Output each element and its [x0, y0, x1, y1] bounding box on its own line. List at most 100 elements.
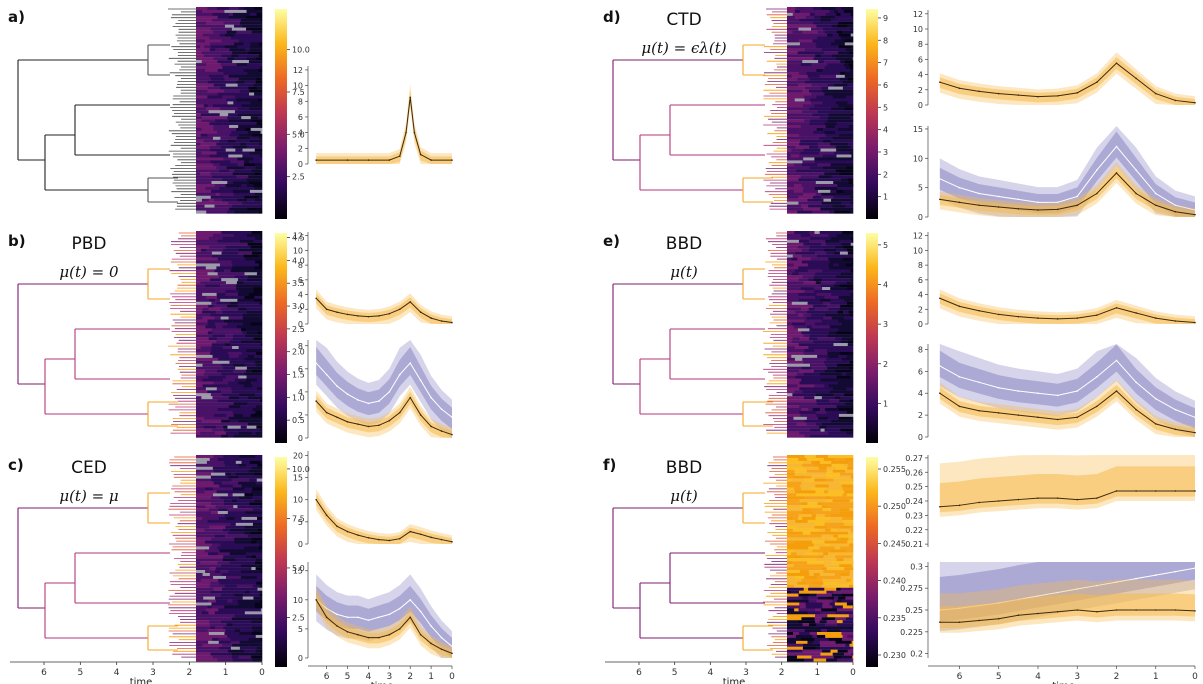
heatmap-cell — [847, 649, 854, 653]
x-tick-label: 6 — [324, 672, 330, 682]
heatmap-cell — [234, 275, 249, 279]
heatmap-cell — [787, 77, 798, 81]
data-point — [346, 530, 349, 533]
heatmap-cell — [204, 260, 222, 264]
heatmap-cell — [196, 189, 205, 193]
heatmap-cell — [196, 45, 201, 49]
heatmap-cell — [815, 387, 829, 391]
heatmap-cell — [236, 30, 253, 34]
heatmap-cell — [255, 236, 262, 240]
heatmap-cell — [787, 419, 805, 423]
heatmap-cell — [196, 575, 214, 580]
heatmap-cell — [835, 145, 846, 149]
heatmap-cell — [826, 475, 840, 479]
heatmap-cell — [791, 354, 803, 358]
heatmap-cell — [228, 231, 245, 235]
heatmap-cell — [203, 564, 222, 568]
heatmap-cell — [828, 263, 834, 267]
heatmap-cell — [196, 608, 207, 612]
heatmap-cell — [787, 322, 793, 326]
heatmap-cell — [818, 139, 824, 143]
y-tick-label: 12 — [293, 66, 303, 75]
heatmap-cell — [233, 396, 239, 400]
heatmap-cell — [196, 301, 212, 305]
heatmap-cell — [806, 71, 814, 75]
heatmap-cell — [249, 139, 255, 143]
heatmap-cell — [230, 490, 242, 494]
heatmap-cell — [253, 640, 263, 644]
heatmap-cell — [818, 578, 823, 582]
heatmap-cell — [223, 122, 234, 126]
heatmap-cell — [196, 584, 210, 588]
tree-branch — [669, 328, 765, 380]
heatmap-cell — [797, 372, 804, 376]
heatmap-cell — [824, 248, 837, 252]
heatmap-cell — [196, 590, 211, 594]
heatmap-cell — [207, 519, 213, 523]
heatmap-cell — [234, 620, 252, 624]
heatmap-cell — [214, 570, 221, 574]
colorbar-tick-label: 1 — [883, 399, 888, 408]
heatmap-cell — [201, 248, 207, 252]
heatmap-cell — [209, 48, 216, 52]
data-point — [388, 391, 391, 393]
heatmap-cell — [228, 405, 241, 409]
heatmap-cell — [256, 122, 263, 126]
heatmap-cell — [795, 145, 810, 149]
heatmap-cell — [811, 66, 826, 70]
heatmap-cell — [830, 287, 848, 291]
heatmap-cell — [250, 201, 263, 205]
heatmap-cell — [799, 133, 808, 137]
tree-branch — [639, 582, 743, 639]
heatmap-cell — [847, 127, 854, 132]
heatmap-cell — [238, 475, 256, 479]
heatmap-cell — [246, 184, 254, 188]
heatmap-cell — [846, 602, 854, 606]
heatmap-cell — [825, 519, 843, 523]
heatmap-cell — [847, 540, 854, 544]
heatmap-cell — [826, 57, 837, 61]
heatmap-cell — [196, 36, 210, 40]
heatmap-cell — [851, 113, 854, 117]
heatmap-cell — [816, 634, 826, 639]
heatmap-cell — [196, 27, 212, 31]
heatmap-cell — [218, 578, 232, 582]
heatmap-cell — [835, 48, 847, 52]
heatmap-cell — [200, 113, 215, 117]
data-point — [367, 537, 370, 539]
heatmap-cell — [217, 511, 229, 515]
data-point — [1194, 416, 1196, 419]
data-point — [357, 616, 359, 619]
heatmap-cell — [247, 207, 262, 211]
heatmap-cell — [848, 626, 854, 630]
heatmap-cell — [196, 263, 205, 267]
heatmap-cell — [814, 396, 823, 400]
rate-heatmap — [787, 455, 854, 662]
heatmap-cell — [849, 366, 854, 370]
heatmap-cell — [221, 260, 232, 264]
heatmap-cell — [794, 316, 807, 320]
heatmap-cell — [247, 71, 254, 75]
heatmap-cell — [838, 45, 852, 49]
heatmap-cell — [204, 178, 223, 182]
heatmap-cell — [251, 431, 256, 435]
heatmap-cell — [805, 549, 813, 553]
heatmap-cell — [791, 599, 809, 603]
heatmap-cell — [249, 564, 262, 568]
heatmap-cell — [809, 357, 827, 361]
heatmap-cell — [852, 57, 854, 61]
heatmap-cell — [228, 381, 239, 385]
heatmap-cell — [251, 514, 263, 518]
heatmap-cell — [215, 287, 226, 291]
heatmap-cell — [240, 142, 247, 146]
heatmap-cell — [842, 86, 854, 90]
axis-tick-label: 1 — [814, 668, 820, 678]
heatmap-cell — [841, 322, 850, 326]
heatmap-cell — [230, 269, 243, 273]
heatmap-cell — [214, 204, 233, 208]
heatmap-cell — [260, 626, 263, 630]
heatmap-cell — [795, 490, 804, 494]
heatmap-cell — [236, 98, 243, 102]
heatmap-cell — [798, 266, 814, 270]
heatmap-cell — [245, 617, 261, 621]
